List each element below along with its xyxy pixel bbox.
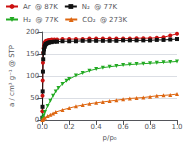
svg-text:100: 100 [26, 72, 39, 80]
svg-text:0.6: 0.6 [118, 123, 130, 131]
svg-text:Ar @ 87K: Ar @ 87K [23, 3, 58, 11]
svg-text:0: 0 [34, 116, 40, 124]
svg-text:150: 150 [26, 50, 39, 58]
svg-text:H₂ @ 77K: H₂ @ 77K [23, 16, 59, 24]
svg-text:1.0: 1.0 [171, 123, 182, 131]
svg-text:p/p₀: p/p₀ [103, 134, 117, 142]
svg-text:0.8: 0.8 [144, 123, 155, 131]
svg-text:0.0: 0.0 [37, 123, 48, 131]
svg-text:0.4: 0.4 [91, 123, 103, 131]
svg-text:CO₂ @ 273K: CO₂ @ 273K [82, 16, 127, 24]
svg-text:50: 50 [30, 94, 39, 102]
svg-text:0.2: 0.2 [64, 123, 75, 131]
svg-text:N₂ @ 77K: N₂ @ 77K [82, 3, 118, 11]
svg-text:200: 200 [26, 28, 39, 36]
svg-text:a / cm³ g⁻¹ @ STP: a / cm³ g⁻¹ @ STP [8, 45, 16, 107]
